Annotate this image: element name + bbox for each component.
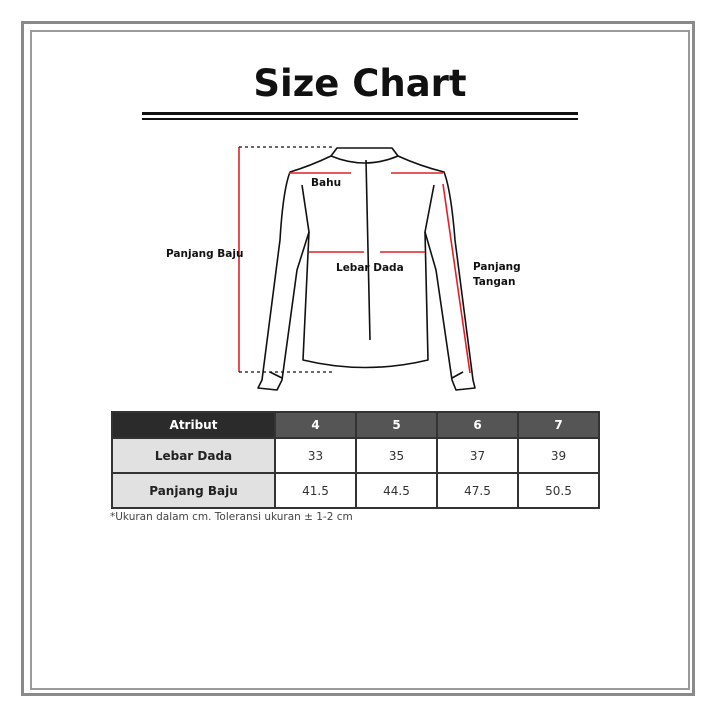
size-table: Atribut 4 5 6 7 Lebar Dada 33 35 37 39 P… xyxy=(111,411,600,509)
cell: 33 xyxy=(274,437,357,474)
cell: 44.5 xyxy=(355,472,438,509)
table-row: Lebar Dada 33 35 37 39 xyxy=(111,437,600,474)
row-label: Lebar Dada xyxy=(111,437,276,474)
cell: 50.5 xyxy=(517,472,600,509)
label-lebar-dada: Lebar Dada xyxy=(336,262,404,274)
label-panjang-tangan-2: Tangan xyxy=(473,276,516,288)
table-row: Panjang Baju 41.5 44.5 47.5 50.5 xyxy=(111,472,600,509)
shirt-outline xyxy=(257,147,476,391)
inner-frame xyxy=(30,30,690,690)
header-size: 7 xyxy=(517,411,600,439)
cell: 39 xyxy=(517,437,600,474)
cell: 47.5 xyxy=(436,472,519,509)
header-atribut: Atribut xyxy=(111,411,276,439)
outer-frame xyxy=(21,21,695,696)
header-size: 6 xyxy=(436,411,519,439)
title-rule-thin xyxy=(142,118,578,120)
page-title: Size Chart xyxy=(253,62,467,105)
label-panjang-baju: Panjang Baju xyxy=(166,248,244,260)
cell: 41.5 xyxy=(274,472,357,509)
cell: 35 xyxy=(355,437,438,474)
cell: 37 xyxy=(436,437,519,474)
row-label: Panjang Baju xyxy=(111,472,276,509)
label-panjang-tangan-1: Panjang xyxy=(473,261,521,273)
footnote: *Ukuran dalam cm. Toleransi ukuran ± 1-2… xyxy=(110,511,353,523)
title-rule xyxy=(142,112,578,115)
table-header-row: Atribut 4 5 6 7 xyxy=(111,411,600,439)
header-size: 4 xyxy=(274,411,357,439)
header-size: 5 xyxy=(355,411,438,439)
measure-lines xyxy=(238,147,471,374)
label-bahu: Bahu xyxy=(311,177,342,189)
